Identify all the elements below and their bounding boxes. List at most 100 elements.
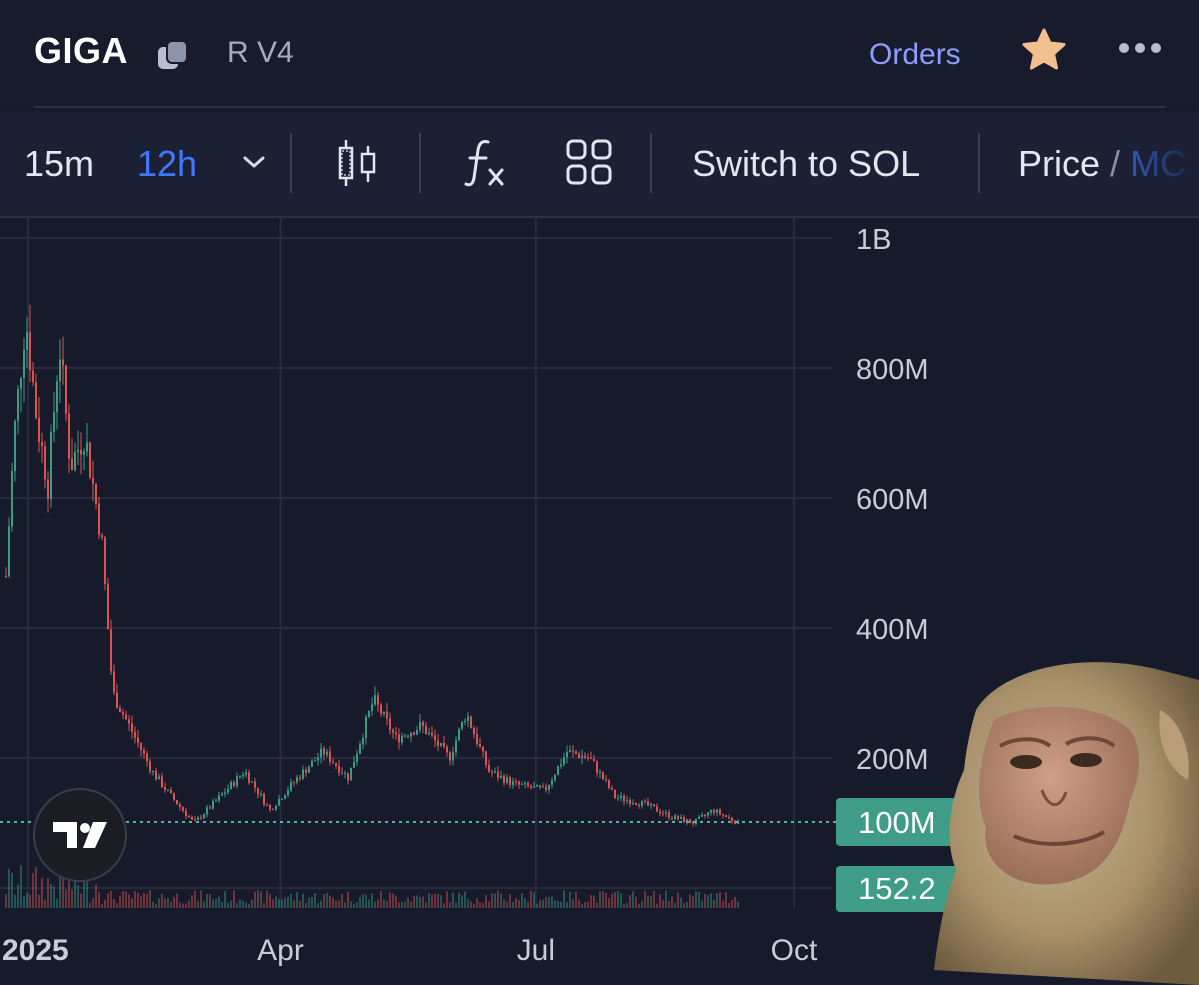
indicators-fx-icon[interactable] [462,136,510,190]
volume-bar [206,894,208,908]
volume-bar [395,895,397,908]
candle-body [548,784,550,790]
candle-body [392,730,394,733]
candle-body [176,799,178,805]
candle-body [482,746,484,752]
volume-bar [563,890,565,908]
candle-body [71,458,73,471]
candle-body [554,775,556,781]
candlestick-icon[interactable] [334,138,380,188]
toolbar-separator [650,133,652,193]
candle-body [476,734,478,744]
candle-body [578,753,580,758]
volume-bar [404,901,406,908]
volume-bar [731,900,733,908]
volume-bar [482,903,484,908]
volume-bar [542,899,544,908]
orders-link[interactable]: Orders [869,38,961,71]
candle-body [515,781,517,783]
header-divider [34,106,1166,108]
volume-bar [329,895,331,908]
more-icon[interactable] [1117,40,1163,56]
candle-body [167,789,169,791]
volume-bar [464,891,466,908]
candle-body [203,814,205,819]
candle-body [5,576,7,577]
volume-bar [104,899,106,908]
star-icon[interactable] [1020,26,1068,74]
candle-body [149,761,151,772]
volume-bar [311,897,313,908]
volume-bar [680,897,682,908]
volume-bar [500,893,502,908]
chevron-down-icon[interactable] [240,152,268,172]
candle-body [11,471,13,527]
candle-body [290,782,292,791]
volume-bar [95,884,97,908]
volume-bar [431,894,433,908]
volume-bar [566,902,568,908]
candle-body [155,770,157,780]
volume-bar [413,895,415,908]
volume-bar [584,901,586,908]
switch-to-sol-button[interactable]: Switch to SOL [692,143,921,184]
volume-bar [407,897,409,908]
candle-body [542,786,544,788]
candle-body [437,740,439,747]
y-axis: 1B 800M 600M 400M 200M [856,224,929,776]
volume-bar [242,900,244,908]
candle-body [731,817,733,821]
candle-body [95,483,97,504]
volume-bar [494,893,496,908]
candle-body [602,771,604,780]
volume-bar [110,890,112,908]
candle-body [50,431,52,500]
candle-body [104,537,106,585]
volume-bar [473,903,475,908]
volume-bar [230,900,232,908]
x-tick-label: 2025 [2,934,69,967]
volume-bar [26,892,28,908]
candle-body [17,388,19,422]
candle-body [272,809,274,811]
candle-body [557,766,559,776]
volume-bar [677,892,679,908]
candle-body [398,734,400,743]
candle-body [188,815,190,818]
price-chart[interactable]: 1B 800M 600M 400M 200M 2025 Apr Jul Oct [0,216,1199,985]
volume-bar [290,893,292,908]
current-price-badge [836,798,960,846]
secondary-price-label: 152.2 [858,871,936,906]
candle-body [35,382,37,418]
volume-bar [725,892,727,908]
candle-body [656,806,658,812]
volume-bar [260,891,262,908]
candle-body [413,732,415,735]
volume-bar [323,894,325,908]
candle-body [383,711,385,714]
chart-grid [0,216,832,908]
volume-bar [155,903,157,908]
timeframe-15m[interactable]: 15m [24,143,95,184]
copy-icon[interactable] [155,38,191,74]
volume-bar [602,891,604,908]
volume-bar [593,895,595,908]
timeframe-12h[interactable]: 12h [137,143,198,184]
volume-bar [647,895,649,908]
layout-grid-icon[interactable] [565,138,613,186]
volume-bar [113,898,115,908]
candle-body [59,359,61,382]
candle-body [695,818,697,825]
volume-bar [62,878,64,908]
candle-body [359,744,361,754]
volume-bar [209,894,211,908]
candlestick-series [5,304,739,827]
volume-bar [335,900,337,908]
price-option[interactable]: Price [1018,143,1101,184]
volume-bar [365,894,367,908]
candle-body [425,725,427,735]
x-tick-label: Oct [771,934,818,967]
candle-body [365,716,367,739]
volume-bar [140,896,142,908]
candle-body [26,332,28,350]
